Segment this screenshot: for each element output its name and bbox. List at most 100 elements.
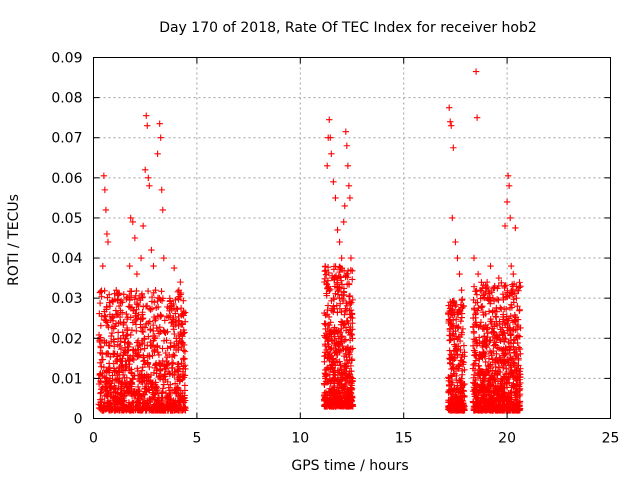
data-point [479, 343, 486, 351]
data-point [148, 246, 155, 254]
data-point [504, 400, 511, 408]
data-point [449, 214, 456, 222]
data-point [504, 287, 511, 295]
data-point [100, 363, 108, 371]
data-point [497, 368, 504, 376]
data-point [347, 300, 354, 308]
data-point [332, 194, 339, 202]
data-point [146, 318, 154, 325]
data-point [334, 288, 342, 295]
data-point [496, 401, 503, 408]
data-point [180, 347, 187, 354]
data-point [163, 313, 171, 320]
data-point [472, 68, 480, 75]
data-point [492, 363, 499, 371]
data-point [476, 322, 484, 330]
data-point [448, 122, 455, 129]
data-point [323, 398, 330, 405]
data-point [471, 306, 478, 313]
data-point [127, 331, 134, 339]
data-point [477, 383, 485, 390]
data-point [321, 275, 329, 282]
data-point [98, 385, 106, 393]
y-tick-label: 0 [74, 412, 83, 428]
data-point [175, 346, 182, 354]
data-point [323, 290, 330, 297]
data-point [498, 328, 506, 336]
data-point [125, 303, 132, 310]
data-point [112, 376, 119, 383]
data-point [151, 348, 158, 355]
data-point [330, 308, 337, 316]
data-point [489, 407, 496, 414]
data-point [177, 278, 184, 286]
data-point [109, 298, 116, 305]
data-point [479, 377, 486, 384]
data-point [498, 279, 505, 287]
data-point [330, 403, 337, 410]
data-point [346, 346, 354, 353]
data-point [490, 342, 497, 349]
data-point [340, 383, 347, 391]
data-point [103, 303, 110, 311]
data-point [138, 367, 146, 374]
data-point [157, 134, 164, 141]
y-tick-label: 0.07 [51, 131, 82, 147]
data-point [470, 399, 477, 406]
data-point [164, 303, 171, 311]
data-point [454, 254, 461, 262]
data-point [469, 342, 477, 350]
data-point [153, 324, 160, 332]
data-point [324, 302, 332, 309]
data-point [333, 280, 341, 288]
data-point [491, 282, 498, 290]
data-point [170, 300, 177, 308]
data-point [513, 287, 521, 294]
data-point [165, 404, 172, 411]
data-point [97, 288, 105, 295]
data-point [138, 328, 146, 335]
data-point [493, 350, 500, 357]
data-point [471, 367, 479, 374]
data-point [162, 376, 169, 384]
data-point [337, 264, 344, 272]
data-point [482, 281, 489, 289]
data-point [142, 303, 150, 310]
data-point [138, 373, 145, 381]
data-point [102, 206, 110, 214]
data-point [176, 365, 184, 373]
data-point [479, 325, 486, 332]
data-point [336, 238, 343, 246]
data-point [129, 352, 137, 359]
data-point [497, 375, 505, 382]
data-point [159, 407, 167, 414]
data-point [145, 386, 152, 393]
data-point [453, 345, 460, 352]
data-point [349, 276, 356, 283]
data-point [347, 306, 355, 314]
data-point [336, 390, 343, 397]
data-point [175, 322, 182, 330]
data-point [505, 373, 512, 381]
data-points [95, 68, 524, 414]
data-point [167, 339, 174, 347]
data-point [98, 293, 105, 300]
data-point [493, 370, 501, 378]
data-point [172, 317, 180, 325]
data-point [513, 294, 520, 302]
data-point [455, 308, 463, 316]
data-point [473, 394, 481, 402]
data-point [168, 319, 175, 327]
data-point [499, 290, 507, 298]
data-point [330, 376, 337, 384]
data-point [333, 394, 341, 402]
data-point [494, 396, 502, 403]
data-point [340, 345, 347, 353]
data-point [135, 346, 142, 353]
data-point [333, 339, 340, 346]
data-point [461, 393, 468, 401]
data-point [139, 379, 146, 386]
data-point [497, 402, 505, 409]
data-point [457, 357, 465, 364]
data-point [487, 300, 494, 307]
